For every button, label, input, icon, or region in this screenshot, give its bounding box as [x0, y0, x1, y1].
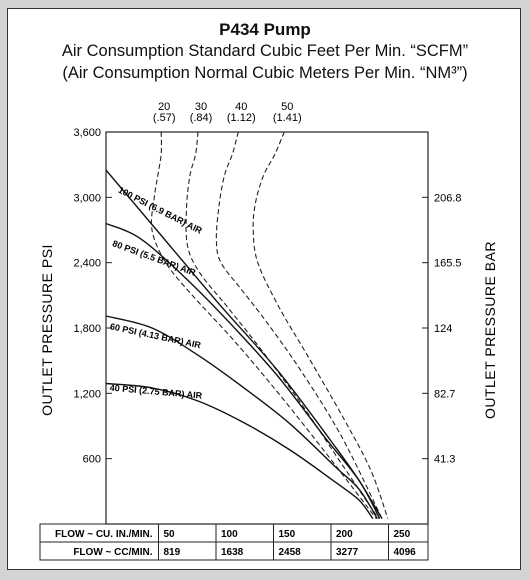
- nm3-label: (1.12): [227, 112, 256, 124]
- y-tick-label-left: 3,000: [73, 192, 101, 204]
- flow-cu-in-value: 200: [336, 529, 353, 540]
- chart-title: P434 Pump: [219, 20, 311, 39]
- air-consumption-line-30: [185, 131, 380, 519]
- scfm-label: 30: [195, 101, 207, 113]
- flow-cu-in-label: FLOW ~ CU. IN./MIN.: [55, 529, 153, 540]
- scfm-label: 40: [235, 101, 247, 113]
- chart-subtitle-nm3: (Air Consumption Normal Cubic Meters Per…: [62, 64, 468, 82]
- chart-subtitle-scfm: Air Consumption Standard Cubic Feet Per …: [61, 42, 469, 60]
- nm3-label: (.84): [190, 112, 213, 124]
- flow-cu-in-value: 250: [394, 529, 411, 540]
- pressure-curve-label: 100 PSI (6.9 BAR) AIR: [117, 185, 205, 236]
- air-consumption-line-50: [252, 131, 389, 519]
- flow-cc-value: 4096: [394, 547, 417, 558]
- y-tick-label-left: 600: [83, 454, 101, 466]
- y-tick-label-right: 165.5: [434, 258, 462, 270]
- pressure-curve: [105, 382, 374, 520]
- flow-cc-value: 1638: [221, 547, 244, 558]
- pressure-curve-label: 80 PSI (5.5 BAR) AIR: [111, 238, 197, 278]
- pressure-curve-label: 60 PSI (4.13 BAR) AIR: [109, 321, 202, 350]
- y-tick-label-left: 1,200: [73, 388, 101, 400]
- scfm-label: 20: [158, 101, 170, 113]
- nm3-label: (.57): [153, 112, 176, 124]
- pressure-curve: [105, 169, 383, 519]
- y-tick-label-right: 82.7: [434, 388, 455, 400]
- y-tick-label-left: 3,600: [73, 127, 101, 139]
- pressure-curve-label: 40 PSI (2.75 BAR) AIR: [109, 383, 203, 401]
- y-tick-label-left: 1,800: [73, 323, 101, 335]
- scfm-label: 50: [281, 101, 293, 113]
- y-axis-title-right: OUTLET PRESSURE BAR: [482, 241, 498, 419]
- air-consumption-line-40: [215, 131, 383, 519]
- chart-frame: [7, 8, 521, 570]
- y-tick-label-right: 206.8: [434, 192, 462, 204]
- flow-cc-value: 819: [164, 547, 181, 558]
- flow-cu-in-value: 150: [279, 529, 296, 540]
- flow-cu-in-value: 100: [221, 529, 238, 540]
- air-consumption-line-20: [150, 131, 377, 519]
- flow-cu-in-value: 50: [164, 529, 176, 540]
- nm3-label: (1.41): [273, 112, 302, 124]
- flow-cc-value: 2458: [279, 547, 302, 558]
- y-tick-label-right: 124: [434, 323, 452, 335]
- pressure-curve: [105, 222, 381, 519]
- pressure-curve: [105, 315, 378, 519]
- plot-area-border: [105, 131, 429, 525]
- y-tick-label-left: 2,400: [73, 258, 101, 270]
- flow-cc-value: 3277: [336, 547, 359, 558]
- flow-cc-label: FLOW ~ CC/MIN.: [73, 547, 152, 558]
- y-axis-title-left: OUTLET PRESSURE PSI: [39, 244, 55, 416]
- y-tick-label-right: 41.3: [434, 454, 455, 466]
